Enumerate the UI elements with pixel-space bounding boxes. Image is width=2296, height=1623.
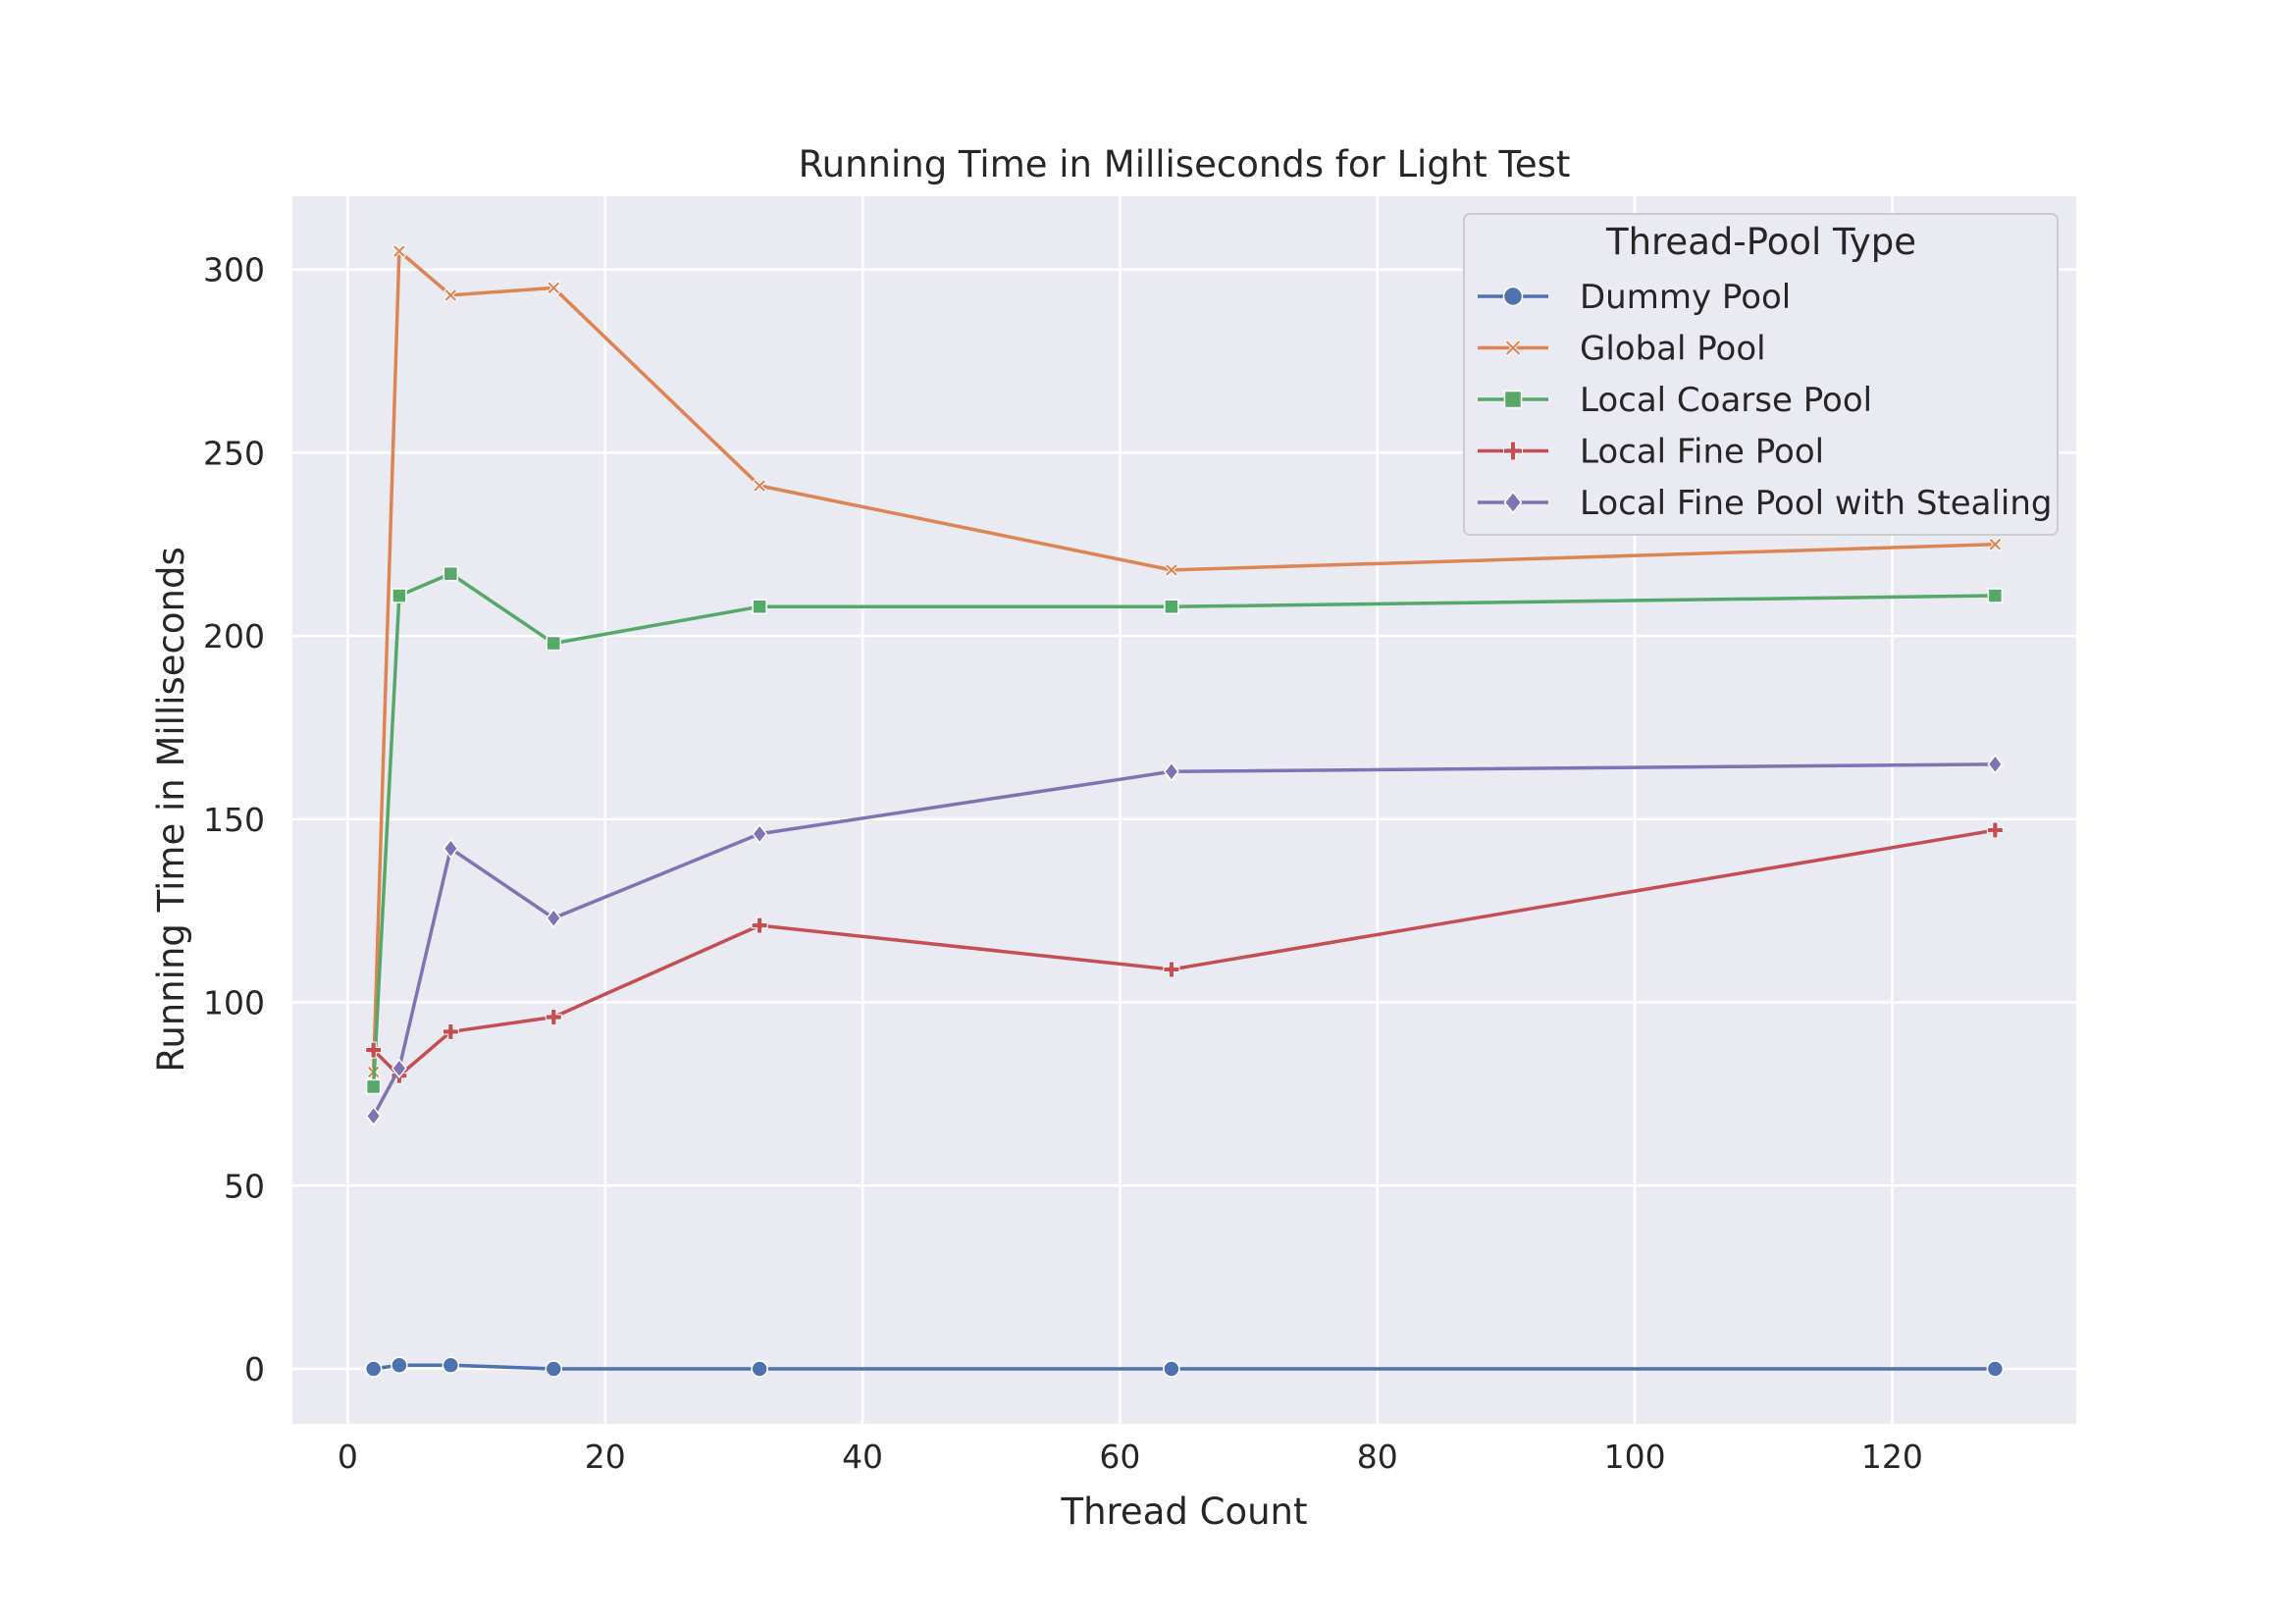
data-point <box>443 565 459 582</box>
data-point <box>1986 1360 2005 1378</box>
x-tick-label: 40 <box>842 1438 883 1476</box>
x-axis-ticks: 0 20 40 60 80 100 120 <box>338 1438 1923 1476</box>
data-point <box>391 588 407 603</box>
y-tick-label: 200 <box>203 617 265 655</box>
chart-title: Running Time in Milliseconds for Light T… <box>799 143 1571 185</box>
legend-item: Local Fine Pool with Stealing <box>1478 484 2053 523</box>
data-point <box>1987 754 2004 775</box>
data-point <box>1163 761 1179 782</box>
legend-item: Global Pool <box>1478 330 1766 369</box>
legend-marker <box>1503 390 1523 409</box>
data-point <box>752 823 768 844</box>
data-point <box>391 243 407 259</box>
legend: Thread-Pool Type Dummy Pool Global Pool Lo… <box>1463 213 2059 536</box>
legend-items: Dummy Pool Global Pool Local Coarse Pool Lo… <box>1478 278 2053 523</box>
data-point <box>442 1022 459 1040</box>
x-tick-label: 80 <box>1357 1438 1398 1476</box>
y-axis-ticks: 0 50 100 150 200 250 300 <box>203 251 265 1388</box>
x-tick-label: 60 <box>1099 1438 1140 1476</box>
x-axis-title: Thread Count <box>1060 1491 1307 1533</box>
legend-label: Local Fine Pool with Stealing <box>1580 484 2053 523</box>
legend-title: Thread-Pool Type <box>1605 221 1916 263</box>
data-point <box>391 1356 408 1375</box>
data-point <box>365 1041 383 1059</box>
data-point <box>545 1008 562 1025</box>
legend-label: Local Coarse Pool <box>1580 381 1872 420</box>
data-point <box>1164 562 1179 578</box>
data-point <box>1988 537 2003 551</box>
series-layer <box>364 243 2005 1378</box>
x-tick-label: 0 <box>338 1438 358 1476</box>
legend-marker <box>1504 339 1522 357</box>
legend-label: Local Fine Pool <box>1580 433 1824 472</box>
data-point <box>365 1106 382 1126</box>
legend-item: Local Coarse Pool <box>1478 381 1872 420</box>
series-local-coarse-pool <box>365 565 2004 1095</box>
x-tick-label: 120 <box>1861 1438 1923 1476</box>
y-tick-label: 100 <box>203 984 265 1022</box>
data-point <box>546 635 562 652</box>
y-tick-label: 50 <box>224 1167 265 1205</box>
legend-box <box>1463 213 2059 536</box>
data-point <box>442 1356 460 1375</box>
legend-label: Dummy Pool <box>1580 278 1791 317</box>
legend-label: Global Pool <box>1580 330 1766 369</box>
data-point <box>751 916 768 934</box>
y-tick-label: 300 <box>203 251 265 289</box>
data-point <box>1986 821 2004 839</box>
series-global-pool <box>366 243 2003 1079</box>
data-point <box>547 281 561 295</box>
data-point <box>752 478 767 494</box>
data-point <box>1163 1360 1180 1378</box>
x-tick-label: 20 <box>585 1438 626 1476</box>
x-tick-label: 100 <box>1604 1438 1666 1476</box>
series-dummy-pool <box>364 1356 2005 1378</box>
y-tick-label: 0 <box>244 1350 265 1388</box>
legend-marker <box>1503 491 1523 514</box>
data-point <box>365 1078 382 1095</box>
data-point <box>391 1058 407 1078</box>
data-point <box>443 838 459 859</box>
y-tick-label: 250 <box>203 434 265 472</box>
data-point <box>1987 588 2004 603</box>
y-tick-label: 150 <box>203 801 265 839</box>
data-point <box>1163 961 1180 978</box>
legend-marker <box>1502 286 1524 307</box>
y-axis-title: Running Time in Milliseconds <box>150 547 192 1072</box>
legend-item: Dummy Pool <box>1478 278 1791 317</box>
data-point <box>546 908 562 928</box>
data-point <box>444 288 458 303</box>
data-point <box>1164 599 1179 614</box>
series-local-fine-pool-with-stealing <box>365 754 2004 1126</box>
legend-marker <box>1503 441 1523 461</box>
data-point <box>751 1360 768 1378</box>
data-point <box>752 599 767 614</box>
legend-item: Local Fine Pool <box>1478 433 1824 472</box>
data-point <box>364 1360 383 1378</box>
data-point <box>545 1360 563 1378</box>
